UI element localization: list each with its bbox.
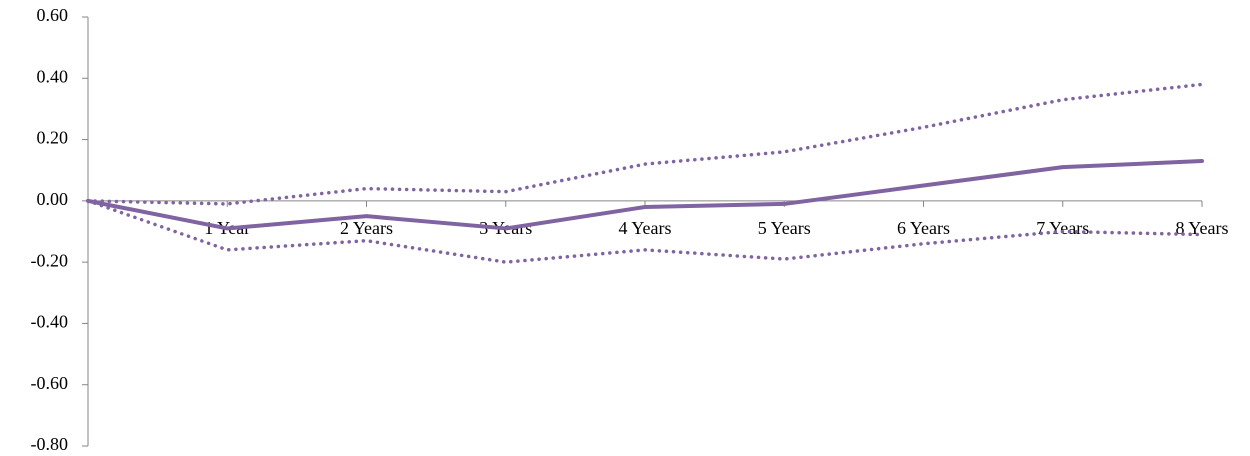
- y-tick-label: 0.00: [37, 189, 69, 209]
- dotted-line: [86, 199, 1204, 264]
- x-tick-label: 5 Years: [758, 218, 811, 238]
- y-tick-label: 0.40: [37, 66, 69, 86]
- line: [86, 159, 1204, 231]
- x-tick-label: 4 Years: [618, 218, 671, 238]
- x-tick-label: 6 Years: [897, 218, 950, 238]
- y-tick-label: 0.60: [37, 5, 69, 25]
- x-tick-label: 8 Years: [1175, 218, 1228, 238]
- y-tick-label: -0.20: [31, 250, 69, 270]
- y-tick-label: -0.40: [31, 312, 69, 332]
- dotted-line: [86, 82, 1204, 206]
- y-tick-label: -0.80: [31, 434, 69, 454]
- y-tick-label: -0.60: [31, 373, 69, 393]
- y-tick-label: 0.20: [37, 128, 69, 148]
- x-tick-label: 2 Years: [340, 218, 393, 238]
- x-tick-label: 7 Years: [1036, 218, 1089, 238]
